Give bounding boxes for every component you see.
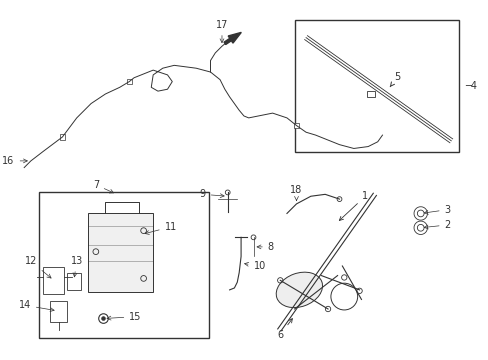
Text: 14: 14	[19, 300, 54, 311]
Bar	[366, 91, 374, 97]
Text: 6: 6	[277, 319, 292, 340]
FancyArrow shape	[224, 32, 241, 45]
Text: 3: 3	[424, 204, 450, 215]
Text: 16: 16	[2, 156, 27, 166]
Text: 12: 12	[24, 256, 51, 278]
Circle shape	[102, 317, 105, 320]
Bar	[43, 267, 64, 294]
Bar	[88, 213, 153, 292]
Text: 8: 8	[257, 242, 273, 252]
Text: ─4: ─4	[464, 81, 476, 91]
Text: 1: 1	[339, 191, 367, 220]
Bar	[60, 134, 64, 140]
Bar	[67, 273, 81, 290]
Text: 17: 17	[215, 20, 228, 43]
Bar	[127, 79, 131, 85]
Text: 7: 7	[93, 180, 113, 193]
Bar	[39, 193, 208, 338]
Text: 9: 9	[199, 189, 224, 199]
Text: 2: 2	[424, 220, 450, 230]
Text: 18: 18	[290, 185, 302, 201]
Ellipse shape	[276, 272, 322, 307]
Bar	[50, 301, 67, 322]
Text: 13: 13	[70, 256, 82, 277]
Bar	[293, 123, 298, 129]
Text: 5: 5	[389, 72, 400, 87]
Bar	[294, 21, 458, 152]
Text: 15: 15	[107, 312, 142, 321]
Text: 11: 11	[145, 222, 177, 234]
Text: 10: 10	[244, 261, 265, 271]
